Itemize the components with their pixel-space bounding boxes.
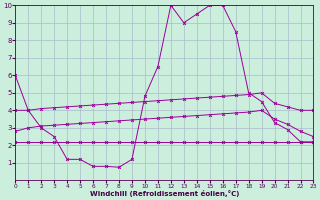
X-axis label: Windchill (Refroidissement éolien,°C): Windchill (Refroidissement éolien,°C)	[90, 190, 239, 197]
